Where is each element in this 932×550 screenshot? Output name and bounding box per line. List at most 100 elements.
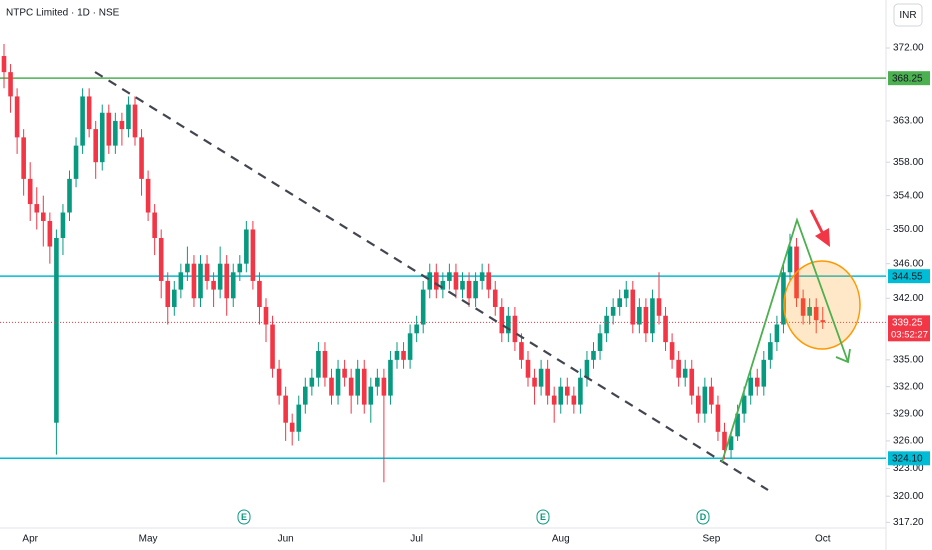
candle-body [499, 307, 505, 334]
candle-body [211, 280, 216, 290]
x-tick-label: Oct [815, 534, 831, 545]
candle-body [512, 315, 518, 343]
candle-body [728, 436, 734, 451]
level-price-box [888, 269, 930, 284]
candle-body [761, 359, 767, 387]
candle-body [8, 72, 13, 97]
candle-body [73, 145, 79, 179]
y-tick-label: 358.00 [893, 157, 924, 168]
y-tick-label: 335.00 [893, 354, 924, 365]
y-tick-label: 326.00 [893, 436, 924, 447]
candle-body [578, 377, 583, 405]
candle-body [145, 178, 151, 213]
y-tick-label: 372.00 [893, 43, 924, 54]
candle-body [663, 315, 668, 343]
candle-body [434, 272, 439, 290]
candle-body [113, 120, 118, 146]
last-price-label: 339.25 [892, 317, 923, 328]
y-tick-label: 350.00 [893, 224, 924, 235]
candle-body [597, 333, 603, 351]
trend-line [94, 71, 769, 491]
candle-body [768, 342, 773, 360]
candle-body [126, 104, 131, 130]
candle-body [722, 431, 727, 451]
candle-body [650, 298, 655, 334]
candle-body [257, 280, 262, 308]
candle-body [224, 263, 229, 299]
candle-body [54, 237, 59, 423]
candle-body [781, 272, 786, 325]
event-marker[interactable] [237, 509, 251, 525]
candle-body [361, 368, 367, 405]
candle-body [807, 307, 812, 316]
candle-body [401, 350, 406, 360]
candle-body [165, 280, 171, 308]
event-label: D [700, 512, 707, 522]
candle-body [420, 289, 426, 325]
candle-body [466, 280, 472, 299]
candle-body [676, 359, 681, 378]
countdown-label: 03:52:27 [891, 329, 928, 340]
x-tick-label: Sep [703, 534, 721, 545]
candle-body [270, 324, 275, 369]
candle-body [800, 298, 806, 316]
candle-body [60, 212, 66, 238]
candle-body [741, 395, 747, 414]
candle-body [263, 307, 269, 325]
event-label: E [540, 512, 546, 522]
y-tick-label: 323.00 [893, 463, 924, 474]
candle-body [14, 96, 20, 138]
candle-body [617, 298, 622, 308]
candle-body [565, 386, 570, 396]
y-tick-label: 332.00 [893, 381, 924, 392]
candle-body [99, 112, 105, 163]
candle-body [80, 96, 85, 146]
candle-body [820, 320, 826, 323]
candle-body [375, 377, 380, 387]
candle-body [296, 404, 302, 432]
highlight-circle [783, 260, 861, 350]
chart-title: NTPC Limited · 1D · NSE [6, 8, 120, 19]
candle-body [774, 324, 780, 343]
currency-label[interactable]: INR [899, 10, 916, 21]
x-tick-label: May [139, 534, 158, 545]
candle-body [486, 272, 491, 290]
candle-body [637, 307, 642, 325]
x-tick-label: Jul [410, 534, 423, 545]
candle-body [348, 377, 354, 396]
candle-body [172, 289, 177, 308]
candle-body [1, 56, 7, 73]
candle-body [532, 377, 537, 387]
candle-body [715, 404, 721, 432]
currency-button[interactable] [893, 3, 923, 27]
x-tick-label: Apr [22, 534, 38, 545]
level-price-box [888, 451, 930, 466]
candle-body [230, 272, 236, 299]
candle-body [696, 395, 701, 414]
candle-body [506, 315, 511, 334]
level-price-label: 344.55 [892, 271, 923, 282]
candle-body [709, 386, 714, 405]
event-marker[interactable] [536, 509, 550, 525]
candle-body [748, 377, 753, 396]
drawings [94, 71, 861, 491]
y-tick-label: 317.20 [893, 517, 924, 528]
candle-body [368, 386, 374, 405]
candle-body [34, 204, 40, 213]
candle-body [610, 307, 616, 316]
candle-body [630, 289, 636, 325]
candle-body [591, 350, 596, 360]
candle-body [41, 212, 46, 221]
candle-body [571, 395, 577, 405]
candle-body [217, 263, 223, 290]
candle-body [132, 104, 138, 138]
event-marker[interactable] [696, 509, 710, 525]
candle-body [525, 359, 531, 378]
candle-body [584, 359, 590, 378]
candle-body [335, 368, 341, 396]
candle-body [204, 263, 210, 281]
candle-body [27, 178, 33, 205]
candle-body [329, 377, 334, 396]
